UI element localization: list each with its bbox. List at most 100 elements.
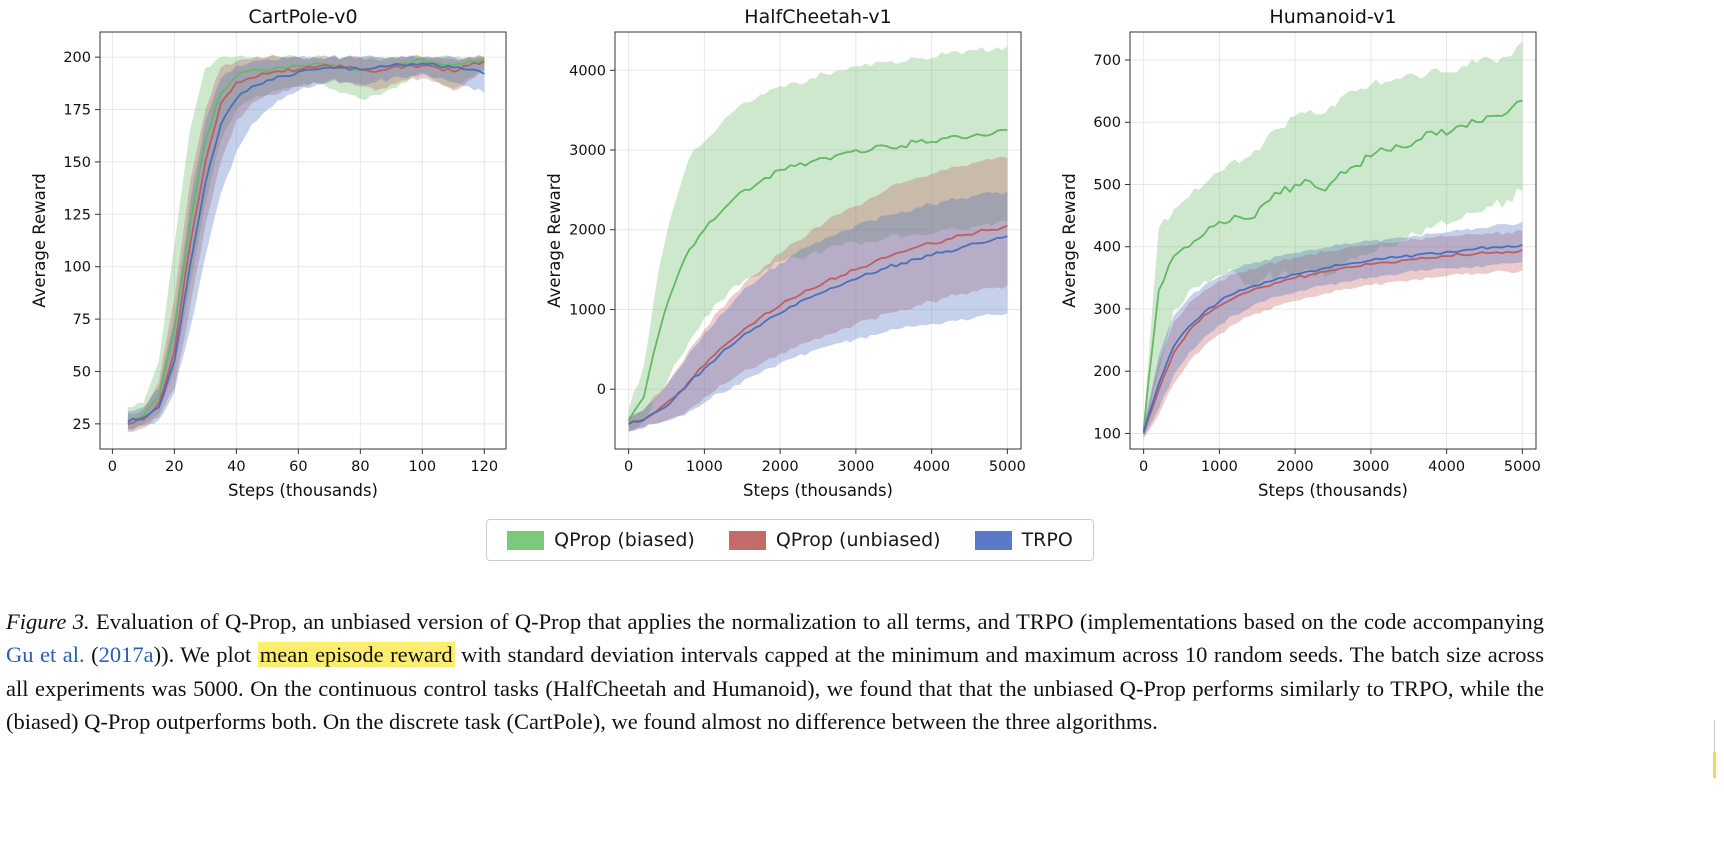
line-QProp (biased) [1142,99,1523,431]
figure-caption: Figure 3. Evaluation of Q-Prop, an unbia… [6,605,1544,738]
y-tick-label: 3000 [569,143,606,159]
caption-text: ( [84,642,99,668]
x-tick-label: 3000 [1352,459,1389,475]
x-axis-label: Steps (thousands) [228,481,378,500]
x-tick-label: 1000 [686,459,723,475]
x-tick-label: 60 [289,459,307,475]
y-axis-label: Average Reward [1060,173,1079,307]
y-tick-label: 500 [1093,177,1121,193]
line-TRPO [628,235,1008,426]
x-tick-label: 2000 [762,459,799,475]
chart-cartpole: 0 20 40 60 80 100 120 25 50 75 100 125 150 175 200 Cart… [30,6,507,500]
x-tick-label: 40 [227,459,245,475]
x-tick-label: 0 [108,459,117,475]
legend-item-qprop-biased: QProp (biased) [507,529,695,551]
x-tick-label: 5000 [989,459,1026,475]
y-tick-label: 2000 [569,223,606,239]
std-bands [127,54,485,433]
y-axis-label: Average Reward [30,173,49,307]
axes: 0 1000 2000 3000 4000 5000 100 200 300 400 500 600 7… [1093,53,1541,475]
figure-3-block: 0 20 40 60 80 100 120 25 50 75 100 125 150 175 200 Cart… [0,6,1724,738]
axes: 0 1000 2000 3000 4000 5000 0 1000 2000 3000 4000 [569,63,1026,475]
x-tick-label: 0 [1139,459,1148,475]
caption-text: )). We plot [153,642,258,668]
band-QProp (biased) [127,54,485,429]
chart-title: Humanoid-v1 [1269,6,1396,28]
mean-lines [1142,99,1523,434]
line-QProp (unbiased) [127,60,485,425]
x-axis-label: Steps (thousands) [1258,481,1408,500]
axes: 0 20 40 60 80 100 120 25 50 75 100 125 150 175 200 [63,50,498,475]
legend-label: QProp (unbiased) [775,529,941,551]
y-tick-label: 200 [63,50,91,66]
figure-label: Figure 3. [6,609,90,634]
plot-box [1129,31,1537,450]
citation-link[interactable]: Gu et al. [6,642,85,668]
y-tick-label: 150 [63,155,91,171]
plot-box [614,31,1022,450]
x-tick-label: 2000 [1277,459,1314,475]
y-tick-label: 75 [73,312,91,328]
x-tick-label: 120 [470,459,498,475]
line-QProp (unbiased) [1142,248,1523,434]
y-tick-label: 1000 [569,302,606,318]
grid [100,32,506,449]
chart-title: CartPole-v0 [248,6,357,28]
x-tick-label: 0 [624,459,633,475]
line-QProp (biased) [127,58,485,421]
highlighted-text: mean episode reward [257,642,455,668]
std-bands [1143,41,1523,439]
charts-row: 0 20 40 60 80 100 120 25 50 75 100 125 150 175 200 Cart… [30,6,1550,511]
y-tick-label: 175 [63,103,91,119]
x-tick-label: 1000 [1201,459,1238,475]
y-tick-label: 4000 [569,63,606,79]
x-tick-label: 80 [351,459,369,475]
line-TRPO [1142,244,1523,433]
x-tick-label: 100 [408,459,436,475]
y-axis-label: Average Reward [545,173,564,307]
x-tick-label: 4000 [1428,459,1465,475]
legend-swatch-red [728,530,766,550]
band-QProp (unbiased) [1143,229,1523,439]
page-edge-line [1714,720,1715,762]
line-TRPO [127,62,485,423]
y-tick-label: 300 [1093,302,1121,318]
band-TRPO [628,191,1008,432]
caption-text: with standard deviation intervals capped… [6,642,1544,734]
y-tick-label: 125 [63,207,91,223]
band-QProp (biased) [1143,41,1523,437]
line-QProp (biased) [627,129,1008,422]
chart-title: HalfCheetah-v1 [744,6,891,28]
y-tick-label: 700 [1093,53,1121,69]
y-tick-label: 25 [73,417,91,433]
y-tick-label: 600 [1093,115,1121,131]
legend-swatch-green [507,530,545,550]
legend-item-qprop-unbiased: QProp (unbiased) [728,529,941,551]
y-tick-label: 100 [1093,426,1121,442]
figure-legend: QProp (biased) QProp (unbiased) TRPO [486,519,1094,561]
mean-lines [127,58,485,425]
citation-year-link[interactable]: 2017a [98,642,154,668]
legend-item-trpo: TRPO [974,529,1073,551]
caption-text: Evaluation of Q-Prop, an unbiased versio… [89,609,1545,634]
y-tick-label: 100 [63,260,91,276]
x-tick-label: 20 [165,459,183,475]
x-axis-label: Steps (thousands) [743,481,893,500]
plot-box [99,31,507,450]
y-tick-label: 50 [73,364,91,380]
page-edge-highlight-mark [1713,752,1716,778]
mean-lines [627,129,1008,426]
grid [1130,32,1536,449]
band-QProp (unbiased) [127,54,485,433]
chart-halfcheetah: 0 1000 2000 3000 4000 5000 0 1000 2000 3000 4000 Ha… [545,6,1026,500]
x-tick-label: 3000 [837,459,874,475]
std-bands [628,46,1008,434]
band-TRPO [1143,221,1523,438]
legend-swatch-blue [974,530,1012,550]
y-tick-label: 200 [1093,364,1121,380]
band-TRPO [127,54,485,431]
y-tick-label: 0 [597,382,606,398]
y-tick-label: 400 [1093,240,1121,256]
band-QProp (biased) [628,46,1008,434]
